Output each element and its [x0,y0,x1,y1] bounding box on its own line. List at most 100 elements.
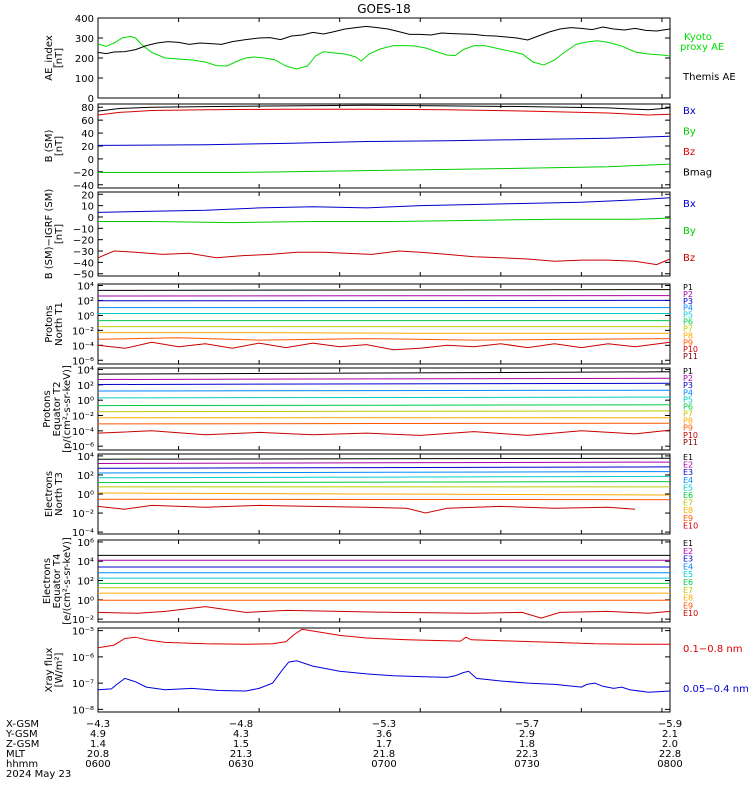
series-line [98,472,670,473]
series-line [98,333,670,334]
legend-label: By [683,226,696,237]
series-line [98,378,670,379]
y-tick-label: −50 [73,270,94,281]
panel-frame [98,628,670,712]
y-tick-label: 10⁴ [77,281,94,292]
series-line [98,390,670,391]
footer-value: 0600 [85,759,110,770]
y-tick-label: 10⁻⁵ [72,627,94,638]
y-tick-label: 10⁴ [77,452,94,463]
series-line [98,164,670,172]
y-tick-label: 10⁻² [72,615,94,626]
legend-label: 0.05−0.4 nm [683,684,749,695]
series-line [98,338,670,340]
series-line [98,458,670,459]
series-line [98,430,670,435]
series-line [98,136,670,145]
series-line [98,607,670,619]
y-tick-label: 300 [75,34,94,45]
y-axis-label: [nT] [54,136,65,156]
series-line [98,661,670,693]
y-tick-label: 10⁴ [77,557,94,568]
series-line [98,198,670,213]
legend-label: P11 [683,438,698,447]
y-tick-label: 10² [77,471,94,482]
panel-frame [98,18,670,98]
y-tick-label: −20 [73,236,94,247]
footer-value: 0630 [228,759,253,770]
y-axis-label: [nT] [54,224,65,244]
y-tick-label: 200 [75,54,94,65]
panel-frame [98,192,670,276]
legend-label: Bz [683,253,695,264]
series-line [98,493,670,495]
panel-frame [98,368,670,450]
legend-label: proxy AE [680,42,724,53]
y-tick-label: 10⁻² [72,326,94,337]
legend-label: Bmag [683,168,712,179]
series-line [98,467,670,468]
y-tick-label: −30 [73,247,94,258]
y-tick-label: 10⁻⁷ [72,679,94,690]
series-line [98,397,670,398]
y-axis-label: [p/(cm²-s-sr-keV)] [62,365,73,453]
series-line [98,423,670,424]
series-line [98,476,670,477]
legend-label: Bx [683,199,696,210]
y-tick-label: 100 [75,74,94,85]
y-tick-label: 10² [77,577,94,588]
series-line [98,342,670,350]
series-line [98,505,635,513]
legend-label: P11 [683,352,698,361]
footer-value: 0700 [371,759,396,770]
y-axis-label: [W/m²] [54,652,65,687]
y-tick-label: 10⁰ [77,490,94,501]
y-tick-label: 10⁻⁶ [72,653,94,664]
legend-label: 0.1−0.8 nm [683,644,742,655]
series-line [98,251,670,265]
y-tick-label: 10⁻⁸ [72,705,94,716]
y-tick-label: 10⁰ [77,311,94,322]
y-tick-label: −20 [73,168,94,179]
panel-frame [98,104,670,188]
y-tick-label: 10 [81,202,94,213]
y-axis-label: North T3 [54,472,65,516]
y-tick-label: −40 [73,258,94,269]
series-line [98,629,670,647]
series-line [98,482,670,483]
series-line [98,109,670,115]
y-tick-label: −10 [73,224,94,235]
y-tick-label: 0 [88,213,94,224]
footer-value: 0800 [657,759,682,770]
y-tick-label: 400 [75,14,94,25]
series-line [98,411,670,412]
series-line [98,290,670,291]
y-tick-label: 20 [81,190,94,201]
y-tick-label: 10² [77,296,94,307]
footer-date: 2024 May 23 [6,769,71,780]
y-axis-label: [nT] [54,48,65,68]
chart-title: GOES-18 [357,2,411,16]
y-tick-label: 10⁻⁴ [72,427,94,438]
y-tick-label: 10⁰ [77,596,94,607]
y-tick-label: 10⁶ [77,538,94,549]
y-tick-label: 10⁴ [77,366,94,377]
legend-label: Bx [683,106,696,117]
y-tick-label: 0 [88,155,94,166]
series-line [98,405,670,406]
footer-value: 0730 [514,759,539,770]
y-tick-label: 20 [81,142,94,153]
series-line [98,372,670,374]
series-line [98,36,670,69]
series-line [98,499,670,500]
y-tick-label: 80 [81,103,94,114]
